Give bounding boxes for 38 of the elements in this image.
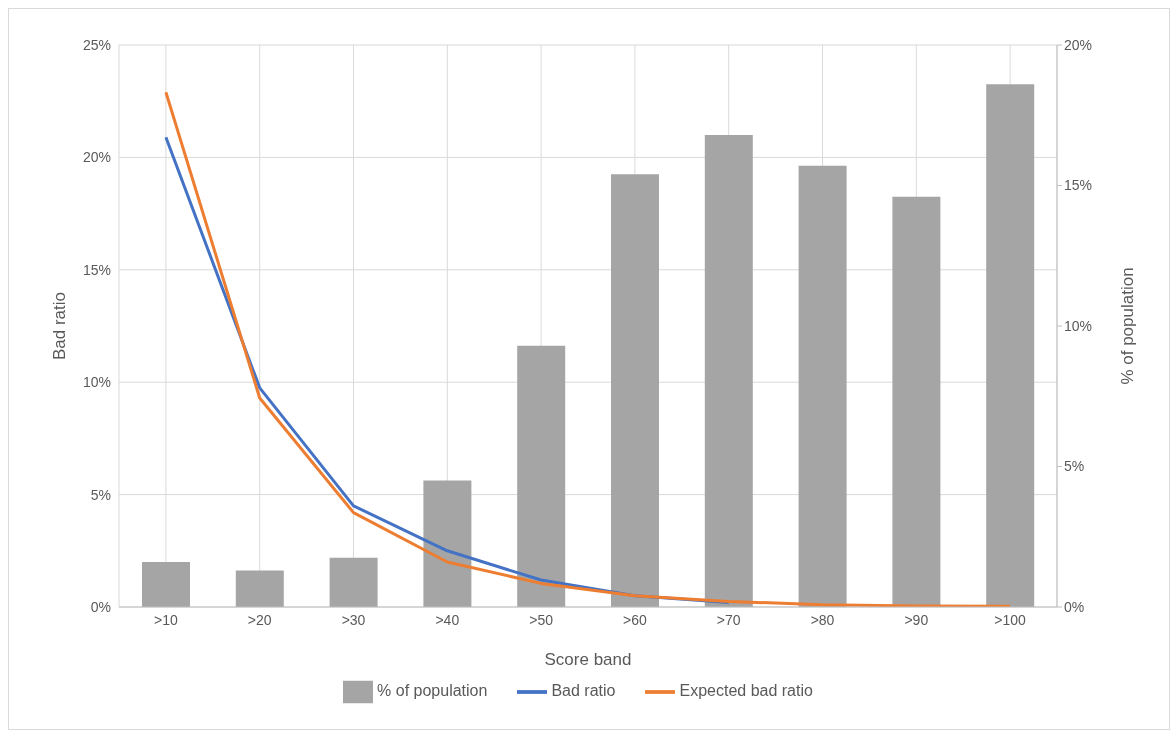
bar bbox=[611, 174, 659, 607]
legend-label: Bad ratio bbox=[551, 682, 616, 700]
bar bbox=[329, 557, 378, 607]
x-tick-label: >30 bbox=[341, 611, 366, 628]
y2-tick-label: 15% bbox=[1064, 177, 1093, 194]
y-tick-label: 15% bbox=[82, 261, 111, 278]
x-tick-label: >70 bbox=[716, 611, 741, 628]
y2-tick-label: 20% bbox=[1064, 36, 1093, 53]
bar bbox=[892, 196, 941, 607]
x-tick-label: >10 bbox=[154, 611, 178, 628]
bar bbox=[704, 134, 753, 607]
y-tick-label: 5% bbox=[90, 486, 111, 503]
x-axis-title: Score band bbox=[544, 650, 632, 669]
x-tick-label: >50 bbox=[529, 611, 554, 628]
legend-label: Expected bad ratio bbox=[679, 682, 813, 700]
y2-axis-title: % of population bbox=[1118, 267, 1138, 385]
y-tick-label: 0% bbox=[90, 598, 111, 615]
bar bbox=[517, 345, 566, 607]
bar bbox=[423, 480, 472, 607]
y2-tick-label: 10% bbox=[1064, 317, 1093, 334]
x-tick-label: >80 bbox=[810, 611, 835, 628]
bar bbox=[798, 165, 847, 607]
bar bbox=[142, 562, 190, 607]
line-series bbox=[164, 90, 1012, 607]
y-tick-label: 25% bbox=[82, 36, 111, 53]
x-tick-label: >100 bbox=[994, 611, 1027, 628]
y2-tick-label: 5% bbox=[1064, 458, 1085, 475]
y-tick-label: 10% bbox=[82, 374, 111, 391]
y2-tick-label: 0% bbox=[1064, 598, 1085, 615]
x-tick-label: >40 bbox=[435, 611, 460, 628]
x-tick-label: >90 bbox=[904, 611, 929, 628]
x-tick-label: >60 bbox=[623, 611, 647, 628]
bar bbox=[235, 570, 284, 607]
y-tick-label: 20% bbox=[82, 149, 111, 166]
x-tick-label: >20 bbox=[247, 611, 272, 628]
bar bbox=[986, 84, 1035, 607]
legend-label: % of population bbox=[377, 682, 488, 700]
y-axis-title: Bad ratio bbox=[50, 291, 70, 361]
